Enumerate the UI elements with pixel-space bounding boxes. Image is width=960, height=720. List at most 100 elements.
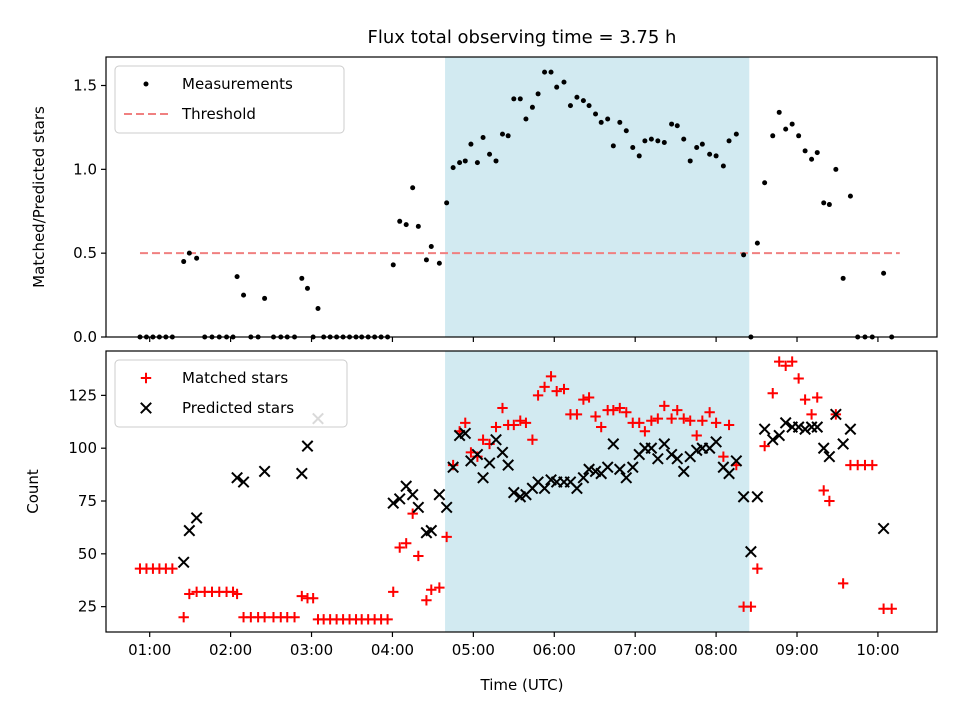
measurements-point bbox=[410, 185, 416, 191]
measurements-point bbox=[390, 262, 396, 268]
matched-stars-point bbox=[490, 421, 502, 433]
measurements-point bbox=[826, 202, 832, 208]
legend-label: Measurements bbox=[182, 75, 293, 93]
predicted-stars-point bbox=[671, 452, 684, 465]
x-tick-label: 08:00 bbox=[694, 641, 737, 659]
matched-stars-point bbox=[774, 356, 785, 367]
predicted-stars-point bbox=[730, 454, 743, 467]
predicted-stars-point bbox=[502, 459, 515, 471]
legend: Matched stars Predicted stars bbox=[114, 359, 348, 428]
predicted-stars-point bbox=[183, 524, 196, 537]
predicted-stars-point bbox=[601, 461, 614, 474]
predicted-stars-point bbox=[817, 442, 830, 455]
predicted-stars-point bbox=[447, 461, 460, 474]
matched-stars-point bbox=[289, 612, 300, 623]
measurements-point bbox=[428, 243, 434, 249]
legend-label: Matched stars bbox=[182, 369, 288, 387]
matched-stars-point bbox=[786, 356, 798, 367]
matched-stars-point bbox=[434, 582, 445, 593]
measurements-point bbox=[487, 151, 493, 157]
y-tick-label: 50 bbox=[78, 545, 97, 563]
legend-marker bbox=[143, 81, 149, 87]
predicted-stars-point bbox=[412, 501, 425, 514]
predicted-stars-point bbox=[773, 429, 786, 442]
predicted-stars-point bbox=[490, 433, 502, 446]
axes-frame bbox=[105, 56, 938, 338]
matched-stars-point bbox=[508, 419, 520, 431]
predicted-stars-point bbox=[295, 467, 308, 480]
measurements-point bbox=[733, 131, 739, 137]
measurements-point bbox=[186, 250, 192, 256]
measurements-point bbox=[548, 69, 554, 75]
matched-stars-point bbox=[167, 563, 178, 574]
matched-stars-point bbox=[551, 385, 562, 397]
matched-stars-point bbox=[545, 371, 557, 382]
axes-frame bbox=[105, 350, 938, 633]
matched-stars-point bbox=[608, 404, 619, 416]
matched-stars-point bbox=[704, 407, 715, 418]
measurements-point bbox=[605, 116, 611, 122]
predicted-stars-point bbox=[811, 421, 824, 433]
matched-stars-point bbox=[886, 603, 897, 614]
x-tick-label: 01:00 bbox=[128, 641, 171, 659]
matched-stars-point bbox=[710, 417, 722, 429]
legend-marker bbox=[140, 402, 152, 414]
matched-stars-point bbox=[400, 538, 412, 549]
matched-stars-point bbox=[672, 404, 683, 416]
y-tick-label: 0.5 bbox=[73, 244, 97, 262]
predicted-stars-point bbox=[507, 486, 520, 499]
matched-stars-point bbox=[659, 400, 670, 412]
predicted-stars-point bbox=[844, 423, 857, 436]
measurements-point bbox=[505, 133, 511, 139]
measurements-point bbox=[754, 240, 760, 246]
measurements-point bbox=[642, 138, 648, 144]
measurements-point bbox=[580, 98, 586, 104]
predicted-stars-point bbox=[645, 442, 658, 455]
observing-window-band bbox=[445, 351, 750, 632]
matched-stars-point bbox=[532, 390, 544, 401]
matched-stars-point bbox=[666, 413, 677, 424]
measurements-point bbox=[574, 94, 580, 100]
predicted-stars-point bbox=[258, 465, 271, 478]
y-tick-label: 0.0 bbox=[73, 328, 97, 346]
measurements-point bbox=[262, 295, 268, 301]
predicted-stars-point bbox=[406, 488, 419, 501]
measurements-point bbox=[299, 275, 305, 281]
y-tick-label: 100 bbox=[68, 439, 97, 457]
measurements-point bbox=[814, 150, 820, 156]
predicted-stars-point bbox=[651, 452, 664, 465]
matched-stars-point bbox=[621, 407, 632, 418]
predicted-stars-point bbox=[177, 556, 190, 569]
measurements-point bbox=[881, 270, 887, 276]
predicted-stars-point bbox=[792, 421, 805, 433]
x-tick-label: 07:00 bbox=[614, 641, 657, 659]
legend-marker bbox=[140, 372, 152, 384]
matched-stars-point bbox=[767, 388, 778, 399]
matched-stars-point bbox=[812, 392, 823, 403]
measurements-point bbox=[523, 116, 529, 122]
x-tick-label: 10:00 bbox=[856, 641, 899, 659]
predicted-stars-point bbox=[823, 450, 836, 463]
measurements-point bbox=[181, 259, 187, 265]
measurements-point bbox=[840, 275, 846, 281]
matched-stars-point bbox=[231, 588, 243, 600]
matched-stars-point bbox=[515, 415, 526, 426]
matched-stars-point bbox=[614, 402, 626, 414]
predicted-stars-point bbox=[237, 476, 250, 488]
matched-stars-point bbox=[426, 584, 437, 595]
y-tick-label: 1.0 bbox=[73, 160, 97, 178]
measurements-point bbox=[681, 136, 687, 142]
matched-stars-point bbox=[296, 590, 308, 602]
predicted-stars-point bbox=[583, 463, 595, 476]
measurements-point bbox=[687, 158, 693, 164]
predicted-stars-point bbox=[425, 524, 438, 537]
measurements-point bbox=[610, 143, 616, 149]
predicted-stars-point bbox=[710, 435, 723, 448]
legend-label: Predicted stars bbox=[182, 399, 294, 417]
matched-stars-point bbox=[578, 394, 589, 405]
predicted-stars-point bbox=[620, 471, 633, 484]
matched-stars-point bbox=[759, 440, 770, 452]
measurements-point bbox=[436, 260, 442, 266]
measurements-point bbox=[542, 69, 548, 75]
predicted-stars-point bbox=[723, 467, 735, 480]
